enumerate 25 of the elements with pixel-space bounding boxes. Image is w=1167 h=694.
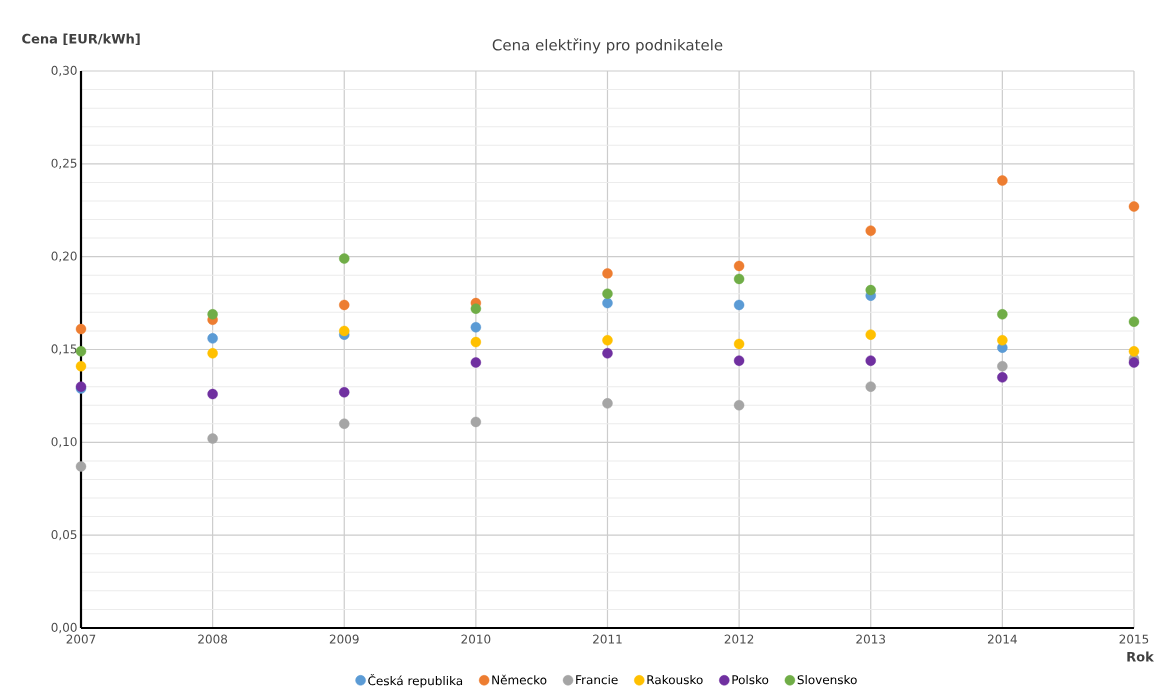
- x-tick-label: 2010: [461, 634, 491, 644]
- legend-label: Česká republika: [368, 673, 463, 688]
- legend-label: Rakousko: [647, 674, 703, 685]
- x-tick-label: 2013: [856, 634, 886, 644]
- legend-label: Německo: [492, 674, 547, 685]
- y-tick-label: 0,15: [51, 344, 77, 355]
- legend-label: Slovensko: [797, 674, 857, 685]
- legend-label: Polsko: [732, 674, 769, 685]
- x-tick-label: 2014: [987, 634, 1017, 644]
- x-tick-label: 2009: [329, 634, 359, 644]
- x-tick-label: 2011: [593, 634, 622, 644]
- y-tick-label: 0,25: [51, 158, 77, 169]
- y-tick-label: 0,20: [51, 251, 77, 262]
- y-tick-label: 0,00: [51, 622, 77, 634]
- x-tick-label: 2015: [1119, 634, 1149, 644]
- x-tick-label: 2012: [724, 634, 754, 644]
- chart-title: Cena elektřiny pro podnikatele: [492, 38, 723, 54]
- y-tick-label: 0,10: [51, 437, 77, 448]
- x-tick-label: 2007: [66, 634, 96, 644]
- y-tick-label: 0,05: [51, 530, 77, 541]
- x-axis-title: Rok: [1127, 651, 1155, 662]
- y-tick-label: 0,30: [51, 65, 77, 77]
- x-tick-label: 2008: [198, 634, 228, 644]
- legend-label: Francie: [576, 674, 618, 685]
- y-axis-title: Cena [EUR/kWh]: [22, 33, 140, 46]
